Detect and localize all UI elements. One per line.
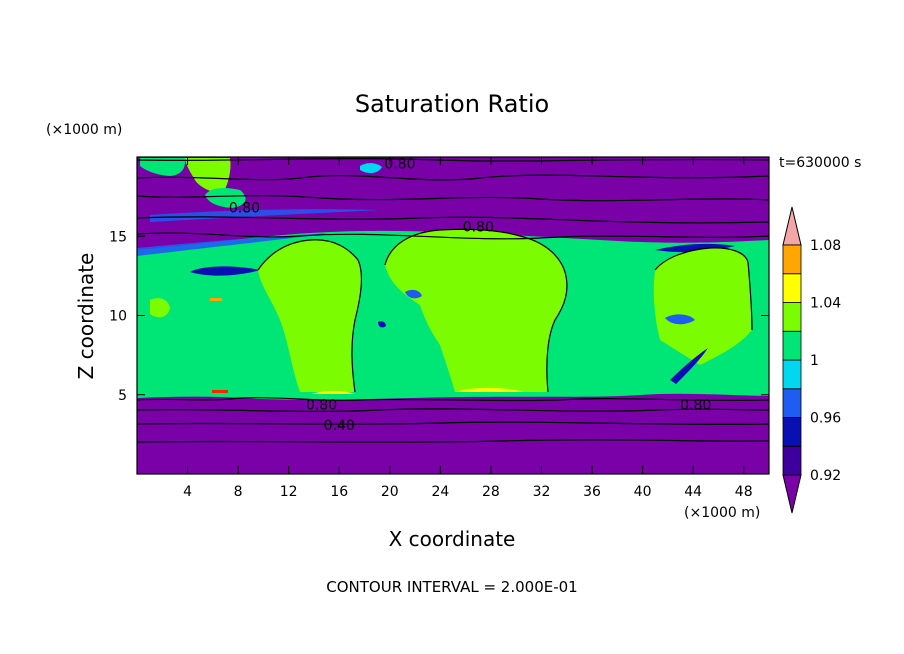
x-tick-label: 32 [533,484,551,500]
boundary-layer-edge [137,393,769,474]
contour-label: 0.80 [680,397,711,413]
x-tick-label: 28 [482,484,500,500]
x-tick-label: 40 [634,484,652,500]
surface-orange-2 [210,298,222,301]
y-tick-label: 5 [118,388,127,404]
colorbar-bin [782,359,802,390]
cloud-cell-4 [150,298,170,318]
upper-fringe-blue-3 [655,243,735,253]
x-tick-label: 24 [431,484,449,500]
contour-label: 0.40 [324,418,355,434]
top-teal-patch-2 [205,187,246,208]
blue-cell-4 [670,348,708,384]
y-tick-label: 10 [109,309,127,325]
saturation-field: 0.80 0.80 0.80 0.80 0.80 0.40 [137,156,769,474]
contour-label: 0.80 [463,220,494,236]
x-tick-label: 8 [234,484,243,500]
blue-cell-3 [665,314,695,325]
colorbar-bin [782,273,802,303]
y-axis-title: Z coordinate [74,253,98,380]
surface-yellow-2 [312,391,355,394]
y-tick-label: 15 [109,229,127,245]
contour-lines [137,157,769,443]
x-tick-label: 48 [735,484,753,500]
blue-cell-2 [405,289,422,299]
contour-label: 0.80 [384,156,415,172]
colorbar-over-triangle [782,206,802,246]
cloud-cell-1 [258,239,362,392]
y-axis: 5 10 15 [109,229,769,404]
surface-orange-1 [212,390,228,393]
colorbar-tick-label: 0.96 [810,411,841,427]
colorbar-tick-label: 1.08 [810,238,841,254]
upper-fringe-blue [137,233,330,256]
contour-label: 0.80 [229,201,260,217]
chart-title: Saturation Ratio [355,90,549,118]
x-tick-label: 16 [330,484,348,500]
colorbar: 0.92 0.96 1 1.04 1.08 [782,206,841,514]
top-teal-patch-1 [140,158,186,176]
surface-yellow-1 [455,387,525,392]
colorbar-bin [782,417,802,447]
x-unit-label: (×1000 m) [684,505,760,521]
colorbar-tick-label: 1 [810,353,819,369]
blue-cell-1 [378,321,386,328]
colorbar-tick-label: 0.92 [810,468,841,484]
cloud-cell-3 [653,247,752,365]
colorbar-bin [782,388,802,418]
top-cyan-patch [360,163,382,174]
y-unit-label: (×1000 m) [46,122,122,138]
x-tick-label: 12 [280,484,298,500]
colorbar-under-triangle [782,474,802,514]
colorbar-bin [782,302,802,332]
time-label: t=630000 s [779,155,861,171]
x-tick-label: 20 [381,484,399,500]
x-tick-label: 44 [684,484,702,500]
x-axis-title: X coordinate [389,527,516,551]
footer-note: CONTOUR INTERVAL = 2.000E-01 [326,578,577,596]
top-green-patch-1 [185,158,231,195]
contour-label: 0.80 [306,397,337,413]
colorbar-tick-label: 1.04 [810,296,841,312]
colorbar-bin [782,244,802,275]
x-axis: 4 8 12 16 20 24 28 32 36 40 44 48 [183,157,753,500]
x-tick-label: 4 [183,484,192,500]
cloud-cell-2 [385,229,567,392]
colorbar-bin [782,445,802,476]
upper-fringe-blue-2 [190,266,260,276]
contour-label-group: 0.80 0.80 0.80 0.80 0.80 0.40 [229,156,711,434]
colorbar-bin [782,330,802,361]
top-blue-band [150,209,380,222]
x-tick-label: 36 [583,484,601,500]
